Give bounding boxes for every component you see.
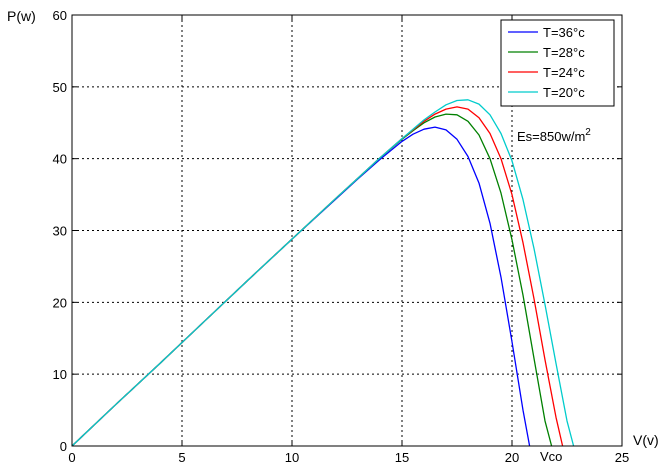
x-tick-label: 25 — [615, 450, 629, 465]
irradiance-annotation-sup: 2 — [585, 127, 591, 138]
x-tick-label: 0 — [68, 450, 75, 465]
irradiance-annotation-text: Es=850w/m — [517, 129, 585, 144]
legend-label-1: T=36°c — [543, 25, 585, 40]
y-tick-label: 40 — [53, 152, 67, 167]
x-axis-label: V(v) — [633, 432, 659, 448]
y-tick-label: 10 — [53, 367, 67, 382]
voc-label: Vco — [540, 449, 562, 464]
x-tick-label: 15 — [395, 450, 409, 465]
x-tick-label: 5 — [178, 450, 185, 465]
legend: T=36°c T=28°c T=24°c T=20°c — [500, 19, 615, 107]
series-lines — [71, 99, 575, 447]
y-tick-label: 30 — [53, 224, 67, 239]
x-tick-label: 10 — [285, 450, 299, 465]
y-tick-label: 20 — [53, 295, 67, 310]
legend-label-2: T=28°c — [543, 45, 585, 60]
y-tick-label: 0 — [60, 439, 67, 454]
legend-label-4: T=20°c — [543, 85, 585, 100]
irradiance-annotation: Es=850w/m2 — [517, 127, 591, 144]
y-axis-label: P(w) — [7, 8, 36, 24]
x-tick-label: 20 — [505, 450, 519, 465]
axis-ticks: 0 5 10 15 20 25 0 10 20 30 40 50 60 — [53, 8, 630, 465]
y-tick-label: 60 — [53, 8, 67, 23]
legend-label-3: T=24°c — [543, 65, 585, 80]
y-tick-label: 50 — [53, 80, 67, 95]
series-line-4 — [71, 99, 575, 447]
